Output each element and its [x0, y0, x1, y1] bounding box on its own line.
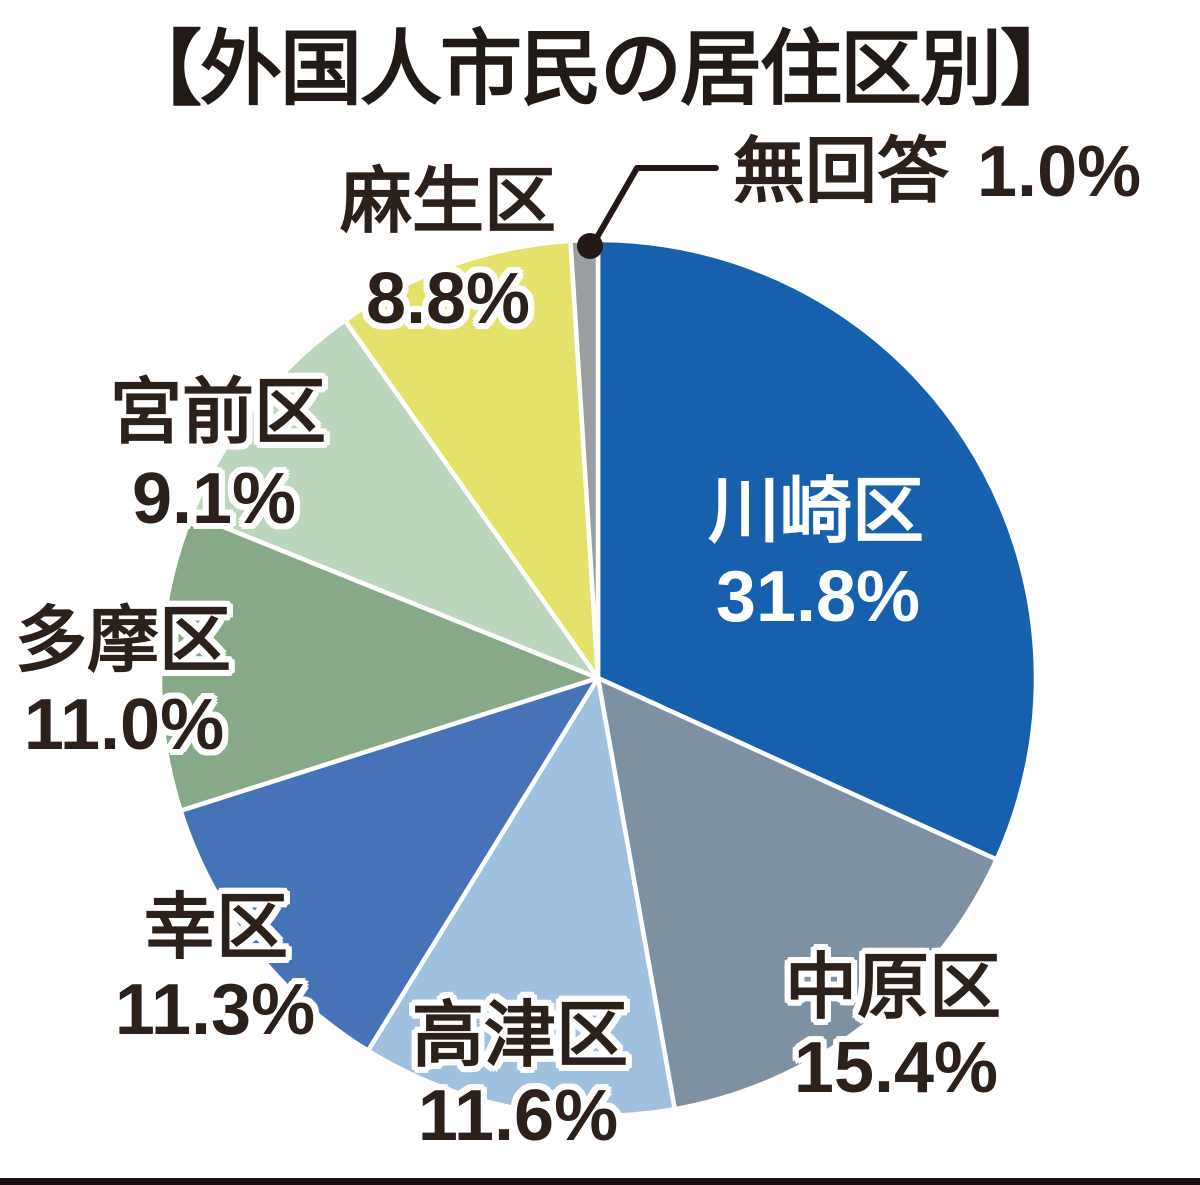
miyamae-ward-label: 宮前区 — [109, 373, 327, 453]
nakahara-ward-label: 中原区 — [784, 948, 1002, 1028]
pie-slice-tama — [157, 511, 601, 813]
bottom-rule — [0, 1178, 1200, 1185]
chart-title: 【外国人市民の居住区別】 — [119, 24, 1082, 115]
asao-ward-value: 8.8% — [365, 259, 531, 339]
saiwai-ward-label: 幸区 — [143, 888, 289, 968]
pie-slice-takatsu — [365, 675, 677, 1119]
pie-slice-asao — [342, 238, 601, 681]
nakahara-ward-value: 15.4% — [793, 1028, 999, 1108]
kawasaki-ward-value: 31.8% — [715, 557, 921, 637]
takatsu-ward-value: 11.6% — [417, 1076, 619, 1156]
asao-ward-label: 麻生区 — [339, 162, 557, 242]
kawasaki-ward-label: 川崎区 — [707, 472, 925, 552]
no-answer-label: 無回答 1.0% — [733, 136, 1141, 208]
no-answer-leader-line — [589, 165, 719, 249]
tama-ward-label: 多摩区 — [14, 601, 232, 681]
pie-slice-kawasaki — [595, 237, 1039, 862]
takatsu-ward-label: 高津区 — [411, 996, 629, 1076]
no-answer-leader-dot — [577, 233, 603, 259]
pie-slice-nakahara — [595, 675, 999, 1112]
pie-slice-miyamae — [189, 318, 601, 681]
no-answer-label-text: 無回答 — [733, 132, 950, 212]
no-answer-label-value: 1.0% — [977, 132, 1142, 212]
tama-ward-value: 11.0% — [23, 685, 225, 765]
saiwai-ward-value: 11.3% — [114, 970, 316, 1050]
miyamae-ward-value: 9.1% — [131, 459, 297, 539]
pie-slice-saiwai — [178, 675, 601, 1053]
pie-slices — [157, 237, 1039, 1119]
